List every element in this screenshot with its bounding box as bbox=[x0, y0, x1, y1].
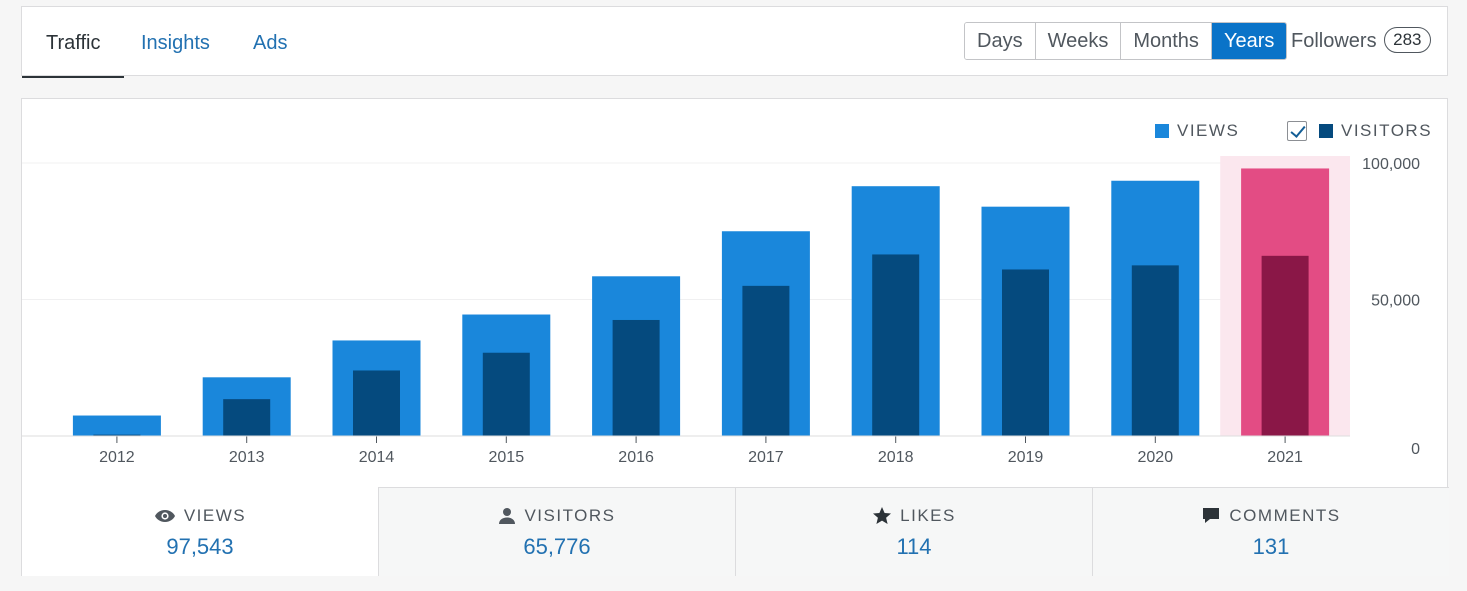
visitors-checkbox[interactable] bbox=[1287, 121, 1307, 141]
stat-comments-header: COMMENTS bbox=[1093, 506, 1449, 526]
x-tick-label-2020: 2020 bbox=[1138, 449, 1174, 466]
x-tick-label-2019: 2019 bbox=[1008, 449, 1044, 466]
visitors-bar-2013 bbox=[223, 399, 271, 436]
legend-visitors-label: VISITORS bbox=[1341, 121, 1433, 140]
stat-views-value: 97,543 bbox=[166, 534, 234, 559]
views-bar-2012 bbox=[72, 415, 161, 436]
visitors-bar-2012 bbox=[93, 434, 141, 436]
y-tick-label: 100,000 bbox=[1362, 156, 1420, 173]
followers-link[interactable]: Followers 283 bbox=[1291, 22, 1431, 60]
visitors-bar-2020 bbox=[1131, 265, 1179, 436]
comment-icon bbox=[1203, 508, 1220, 523]
legend-visitors[interactable]: VISITORS bbox=[1287, 121, 1432, 141]
stat-likes-label: LIKES bbox=[900, 506, 956, 525]
eye-icon bbox=[154, 510, 175, 522]
stat-views-header: VIEWS bbox=[22, 506, 378, 526]
tab-ads[interactable]: Ads bbox=[253, 32, 288, 54]
followers-count-badge: 283 bbox=[1384, 27, 1431, 53]
stat-likes[interactable]: LIKES 114 bbox=[735, 487, 1092, 576]
views-swatch bbox=[1155, 124, 1169, 138]
y-tick-label: 0 bbox=[1411, 441, 1420, 458]
stat-views-label: VIEWS bbox=[183, 506, 247, 525]
star-icon bbox=[873, 507, 892, 524]
period-months-button[interactable]: Months bbox=[1121, 23, 1212, 59]
followers-label: Followers bbox=[1291, 30, 1377, 52]
chart-card: 2012 2013 2014 2015 2016 2017 2018 2019 2020 2021… bbox=[21, 98, 1449, 576]
visitors-bar-2014 bbox=[353, 370, 400, 436]
period-years-button[interactable]: Years bbox=[1211, 23, 1287, 59]
tab-insights[interactable]: Insights bbox=[141, 32, 210, 54]
period-selector: Days Weeks Months Years bbox=[964, 22, 1288, 60]
visitors-bar-2015 bbox=[482, 352, 530, 436]
visitors-bar-2018 bbox=[872, 254, 920, 436]
stats-summary: VIEWS 97,543 VISITORS 65,776 LIKES 114 bbox=[22, 487, 1449, 576]
stat-comments-value: 131 bbox=[1252, 534, 1290, 559]
visitors-swatch bbox=[1319, 124, 1333, 138]
stat-visitors-header: VISITORS bbox=[379, 506, 735, 526]
stat-likes-value: 114 bbox=[896, 534, 932, 559]
x-tick-label-2014: 2014 bbox=[359, 449, 395, 466]
visitors-bar-2019 bbox=[1002, 269, 1049, 436]
stat-likes-header: LIKES bbox=[736, 506, 1092, 526]
stat-visitors-label: VISITORS bbox=[524, 506, 616, 525]
period-weeks-button[interactable]: Weeks bbox=[1035, 23, 1122, 59]
visitors-bar-2016 bbox=[612, 319, 660, 436]
legend-views: VIEWS bbox=[1155, 121, 1239, 141]
stat-comments-label: COMMENTS bbox=[1229, 506, 1341, 525]
tab-traffic[interactable]: Traffic bbox=[21, 7, 126, 78]
stat-views[interactable]: VIEWS 97,543 bbox=[22, 487, 378, 576]
person-icon bbox=[499, 508, 516, 524]
x-tick-label-2016: 2016 bbox=[618, 449, 654, 466]
x-tick-label-2013: 2013 bbox=[229, 449, 265, 466]
stat-comments[interactable]: COMMENTS 131 bbox=[1092, 487, 1449, 576]
x-tick-label-2012: 2012 bbox=[99, 449, 135, 466]
legend-views-label: VIEWS bbox=[1177, 121, 1240, 140]
y-tick-label: 50,000 bbox=[1371, 293, 1420, 310]
stats-nav: Traffic Insights Ads Days Weeks Months Y… bbox=[21, 6, 1448, 78]
x-tick-label-2017: 2017 bbox=[748, 449, 784, 466]
bar-chart: 2012 2013 2014 2015 2016 2017 2018 2019 2020 2021… bbox=[22, 156, 1420, 466]
stat-visitors[interactable]: VISITORS 65,776 bbox=[378, 487, 735, 576]
stat-visitors-value: 65,776 bbox=[523, 534, 591, 559]
x-tick-label-2015: 2015 bbox=[489, 449, 525, 466]
visitors-bar-2021 bbox=[1261, 255, 1309, 436]
visitors-bar-2017 bbox=[742, 285, 790, 436]
x-tick-label-2021: 2021 bbox=[1267, 449, 1303, 466]
x-tick-label-2018: 2018 bbox=[878, 449, 914, 466]
period-days-button[interactable]: Days bbox=[965, 23, 1036, 59]
